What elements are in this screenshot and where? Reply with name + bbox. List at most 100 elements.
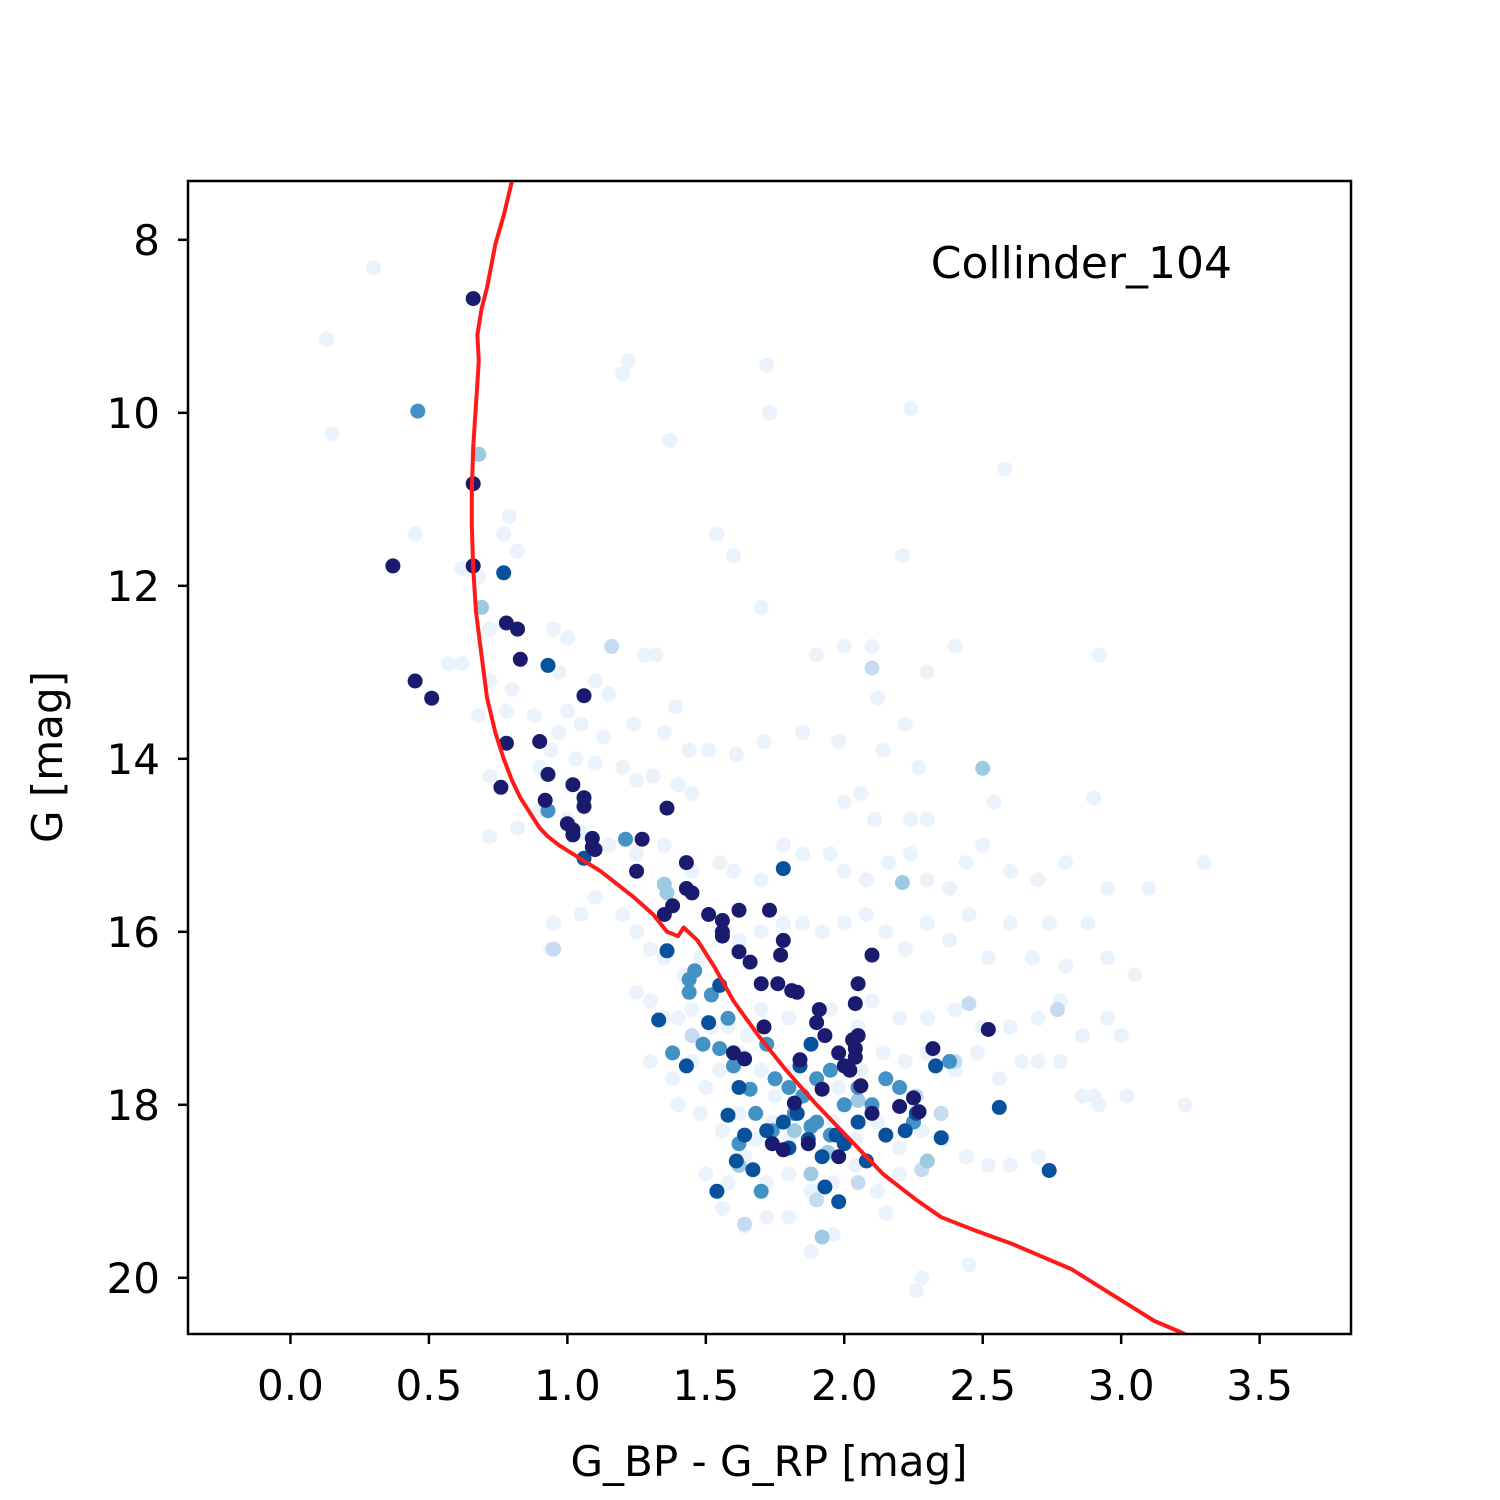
scatter-point-faint	[587, 755, 603, 771]
scatter-point-faint	[559, 630, 575, 646]
scatter-point-faint	[858, 907, 874, 922]
scatter-point-faint	[1074, 1088, 1090, 1104]
scatter-point-faint	[482, 621, 498, 637]
scatter-point-faint	[629, 772, 645, 788]
scatter-point-darkest	[629, 863, 645, 879]
scatter-point-dark	[928, 1058, 944, 1074]
scatter-point-faint	[853, 785, 869, 801]
scatter-point-faint	[670, 1010, 686, 1026]
scatter-point-dark	[540, 657, 556, 673]
scatter-point-dark	[678, 1058, 694, 1074]
scatter-point-dark	[745, 1162, 761, 1178]
x-tick-label: 0.0	[257, 1361, 324, 1410]
y-axis-ticks: 8 10 12 14 16 18 20	[107, 216, 188, 1303]
scatter-point-faint	[324, 426, 340, 442]
scatter-point-faint	[526, 708, 542, 723]
scatter-point-dark	[991, 1099, 1007, 1115]
scatter-point-mid	[878, 1071, 894, 1087]
scatter-point-dark	[878, 1127, 894, 1143]
scatter-point-dark	[858, 1153, 874, 1169]
scatter-point-faint	[712, 1062, 728, 1078]
scatter-point-faint	[739, 1028, 755, 1044]
scatter-point-faint	[853, 1062, 869, 1078]
scatter-point-faint	[642, 993, 658, 1009]
scatter-point-faint	[1086, 790, 1101, 806]
scatter-point-mid	[726, 1058, 741, 1074]
scatter-points	[319, 260, 1212, 1299]
scatter-point-faint	[637, 647, 653, 663]
scatter-point-dark	[850, 1114, 866, 1130]
scatter-point-dark	[709, 1183, 725, 1199]
scatter-point-faint	[919, 872, 935, 888]
scatter-point-faint	[836, 863, 852, 879]
scatter-point-faint	[720, 1175, 736, 1191]
scatter-point-mid_light	[850, 1093, 866, 1108]
scatter-point-faint	[980, 950, 996, 966]
scatter-point-faint	[894, 548, 910, 563]
scatter-point-darkest	[678, 855, 694, 871]
y-axis-label: G [mag]	[23, 671, 72, 843]
scatter-point-darkest	[714, 913, 730, 928]
scatter-point-faint	[587, 673, 603, 689]
x-tick-label: 2.0	[811, 1361, 878, 1410]
scatter-point-faint	[975, 837, 991, 853]
scatter-point-faint	[867, 811, 883, 827]
scatter-point-faint	[714, 1201, 730, 1217]
scatter-point-darkest	[814, 1081, 830, 1097]
scatter-point-faint	[629, 924, 645, 940]
scatter-point-faint	[831, 1080, 847, 1095]
scatter-point-faint	[731, 932, 747, 948]
x-tick-label: 3.0	[1088, 1361, 1155, 1410]
y-tick-label: 10	[107, 389, 160, 438]
scatter-point-faint	[471, 708, 487, 723]
scatter-point-faint	[870, 690, 885, 706]
scatter-point-darkest	[587, 842, 603, 858]
scatter-point-faint	[756, 734, 772, 749]
scatter-point-faint	[1030, 1054, 1046, 1069]
scatter-point-faint	[714, 1123, 730, 1139]
scatter-point-faint	[482, 768, 498, 784]
x-axis-ticks: 0.0 0.5 1.0 1.5 2.0 2.5 3.0 3.5	[257, 1334, 1293, 1410]
scatter-point-faint	[726, 863, 741, 879]
scatter-point-mid	[767, 1071, 783, 1087]
scatter-point-faint	[1030, 872, 1046, 888]
scatter-point-darkest	[850, 976, 866, 992]
scatter-point-faint	[1141, 881, 1157, 896]
scatter-point-darkest	[742, 954, 758, 970]
scatter-point-faint	[836, 915, 852, 931]
scatter-point-faint	[573, 716, 589, 732]
scatter-point-faint	[762, 405, 777, 421]
scatter-point-faint	[501, 509, 517, 525]
scatter-point-faint	[670, 1097, 686, 1113]
scatter-point-mid	[748, 1105, 764, 1121]
scatter-point-darkest	[786, 1095, 802, 1111]
scatter-point-faint	[767, 1088, 783, 1104]
scatter-point-darkest	[770, 976, 786, 992]
scatter-point-mid	[781, 1080, 797, 1095]
scatter-point-light	[1050, 1002, 1065, 1018]
scatter-point-mid_light	[814, 1229, 830, 1245]
scatter-point-faint	[897, 716, 913, 732]
scatter-point-faint	[870, 1183, 885, 1199]
scatter-point-mid_light	[786, 1123, 802, 1139]
scatter-point-faint	[684, 785, 700, 801]
scatter-point-faint	[753, 1002, 769, 1018]
scatter-point-faint	[831, 734, 847, 749]
scatter-point-dark	[737, 1127, 753, 1143]
scatter-point-mid_light	[659, 885, 675, 901]
scatter-point-faint	[629, 984, 645, 1000]
scatter-point-faint	[942, 881, 957, 896]
scatter-point-darkest	[775, 1142, 791, 1158]
scatter-point-darkest	[731, 902, 747, 918]
scatter-point-faint	[911, 759, 927, 775]
scatter-point-faint	[573, 907, 589, 922]
scatter-point-faint	[991, 1071, 1007, 1087]
scatter-point-faint	[858, 872, 874, 888]
scatter-point-faint	[836, 638, 852, 654]
scatter-point-light	[850, 1175, 866, 1191]
scatter-point-faint	[1091, 1097, 1107, 1113]
scatter-point-light	[933, 1105, 949, 1121]
scatter-point-faint	[601, 837, 617, 853]
scatter-point-mid	[942, 1054, 957, 1069]
scatter-point-darkest	[659, 800, 675, 816]
